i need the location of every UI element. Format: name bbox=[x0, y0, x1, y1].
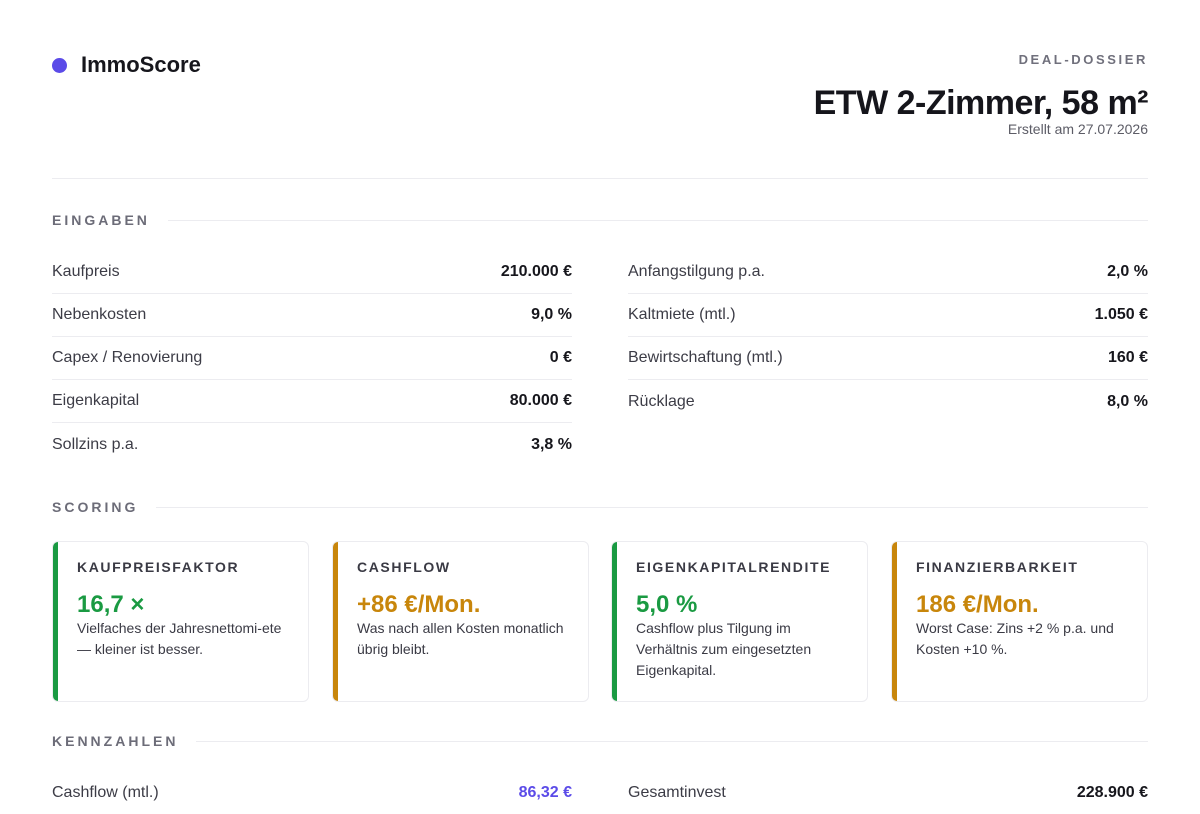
score-status-bar bbox=[333, 542, 338, 701]
brand: ImmoScore bbox=[52, 52, 201, 78]
input-label: Anfangstilgung p.a. bbox=[628, 263, 765, 280]
input-row: Anfangstilgung p.a. 2,0 % bbox=[628, 251, 1148, 294]
inputs-left-column: Kaufpreis 210.000 € Nebenkosten 9,0 % Ca… bbox=[52, 251, 572, 466]
input-value: 2,0 % bbox=[1107, 263, 1148, 280]
input-row: Kaltmiete (mtl.) 1.050 € bbox=[628, 294, 1148, 337]
score-card-value: +86 €/Mon. bbox=[357, 591, 481, 618]
score-card-description: Worst Case: Zins +2 % p.a. und Kosten +1… bbox=[916, 620, 1114, 657]
input-row: Kaufpreis 210.000 € bbox=[52, 251, 572, 294]
score-card-value: 186 €/Mon. bbox=[916, 591, 1039, 618]
section-title: KENNZAHLEN bbox=[52, 733, 179, 749]
input-label: Kaltmiete (mtl.) bbox=[628, 306, 736, 323]
score-card-description: Vielfaches der Jahresnettomi-ete — klein… bbox=[77, 620, 282, 657]
input-label: Nebenkosten bbox=[52, 306, 147, 323]
input-value: 80.000 € bbox=[509, 392, 572, 409]
input-label: Eigenkapital bbox=[52, 392, 140, 409]
input-label: Rücklage bbox=[628, 392, 695, 410]
input-label: Capex / Renovierung bbox=[52, 349, 203, 366]
document-eyebrow: DEAL-DOSSIER bbox=[1018, 52, 1148, 67]
score-card-label: EIGENKAPITALRENDITE bbox=[636, 559, 832, 575]
section-header-kpis: KENNZAHLEN bbox=[52, 733, 1148, 749]
input-row: Sollzins p.a. 3,8 % bbox=[52, 423, 572, 466]
score-card-cashflow: CASHFLOW +86 €/Mon. Was nach allen Koste… bbox=[332, 541, 589, 702]
score-card-kaufpreisfaktor: KAUFPREISFAKTOR 16,7 × Vielfaches der Ja… bbox=[52, 541, 309, 702]
section-title: SCORING bbox=[52, 499, 139, 515]
page-title: ETW 2-Zimmer, 58 m² bbox=[813, 84, 1149, 122]
kpis-left-column: Cashflow (mtl.) 86,32 € bbox=[52, 771, 572, 814]
input-value: 1.050 € bbox=[1094, 306, 1148, 323]
score-card-value: 5,0 % bbox=[636, 591, 698, 618]
score-card-label: KAUFPREISFAKTOR bbox=[77, 559, 240, 575]
score-status-bar bbox=[53, 542, 58, 701]
input-value: 160 € bbox=[1107, 349, 1148, 366]
scoring-cards: KAUFPREISFAKTOR 16,7 × Vielfaches der Ja… bbox=[52, 541, 1148, 702]
input-value: 8,0 % bbox=[1107, 392, 1148, 410]
score-card-description: Was nach allen Kosten monatlich übrig bl… bbox=[357, 620, 564, 657]
header-divider bbox=[52, 178, 1148, 179]
input-label: Bewirtschaftung (mtl.) bbox=[628, 349, 783, 366]
input-row: Bewirtschaftung (mtl.) 160 € bbox=[628, 337, 1148, 380]
score-status-bar bbox=[612, 542, 617, 701]
input-value: 3,8 % bbox=[531, 435, 572, 453]
score-card-finanzierbarkeit: FINANZIERBARKEIT 186 €/Mon. Worst Case: … bbox=[891, 541, 1148, 702]
brand-name: ImmoScore bbox=[81, 52, 201, 77]
brand-logo-dot-icon bbox=[52, 57, 67, 73]
input-value: 0 € bbox=[549, 349, 572, 366]
input-row: Rücklage 8,0 % bbox=[628, 380, 1148, 423]
score-card-value: 16,7 × bbox=[77, 591, 145, 618]
input-label: Sollzins p.a. bbox=[52, 435, 139, 453]
input-row: Capex / Renovierung 0 € bbox=[52, 337, 572, 380]
score-card-label: FINANZIERBARKEIT bbox=[916, 559, 1079, 575]
score-card-eigenkapitalrendite: EIGENKAPITALRENDITE 5,0 % Cashflow plus … bbox=[611, 541, 868, 702]
section-header-inputs: EINGABEN bbox=[52, 212, 1148, 228]
document-header: DEAL-DOSSIER ETW 2-Zimmer, 58 m² Erstell… bbox=[813, 52, 1149, 137]
section-divider bbox=[156, 506, 1148, 508]
kpis-right-column: Gesamtinvest 228.900 € bbox=[628, 771, 1148, 814]
input-label: Kaufpreis bbox=[52, 263, 120, 280]
kpi-row: Gesamtinvest 228.900 € bbox=[628, 771, 1148, 814]
score-status-bar bbox=[892, 542, 897, 701]
input-value: 210.000 € bbox=[500, 263, 572, 280]
input-row: Nebenkosten 9,0 % bbox=[52, 294, 572, 337]
kpi-row: Cashflow (mtl.) 86,32 € bbox=[52, 771, 572, 814]
section-header-scoring: SCORING bbox=[52, 499, 1148, 515]
input-value: 9,0 % bbox=[531, 306, 572, 323]
created-date: Erstellt am 27.07.2026 bbox=[1007, 121, 1148, 137]
kpi-label: Cashflow (mtl.) bbox=[52, 783, 159, 801]
score-card-label: CASHFLOW bbox=[357, 559, 451, 575]
score-card-description: Cashflow plus Tilgung im Verhältnis zum … bbox=[636, 620, 812, 678]
section-divider bbox=[167, 219, 1148, 221]
section-title: EINGABEN bbox=[52, 212, 150, 228]
kpi-value: 228.900 € bbox=[1076, 783, 1148, 801]
input-row: Eigenkapital 80.000 € bbox=[52, 380, 572, 423]
kpi-label: Gesamtinvest bbox=[628, 783, 726, 801]
section-divider bbox=[196, 740, 1148, 742]
kpi-value: 86,32 € bbox=[518, 783, 572, 801]
inputs-right-column: Anfangstilgung p.a. 2,0 % Kaltmiete (mtl… bbox=[628, 251, 1148, 423]
